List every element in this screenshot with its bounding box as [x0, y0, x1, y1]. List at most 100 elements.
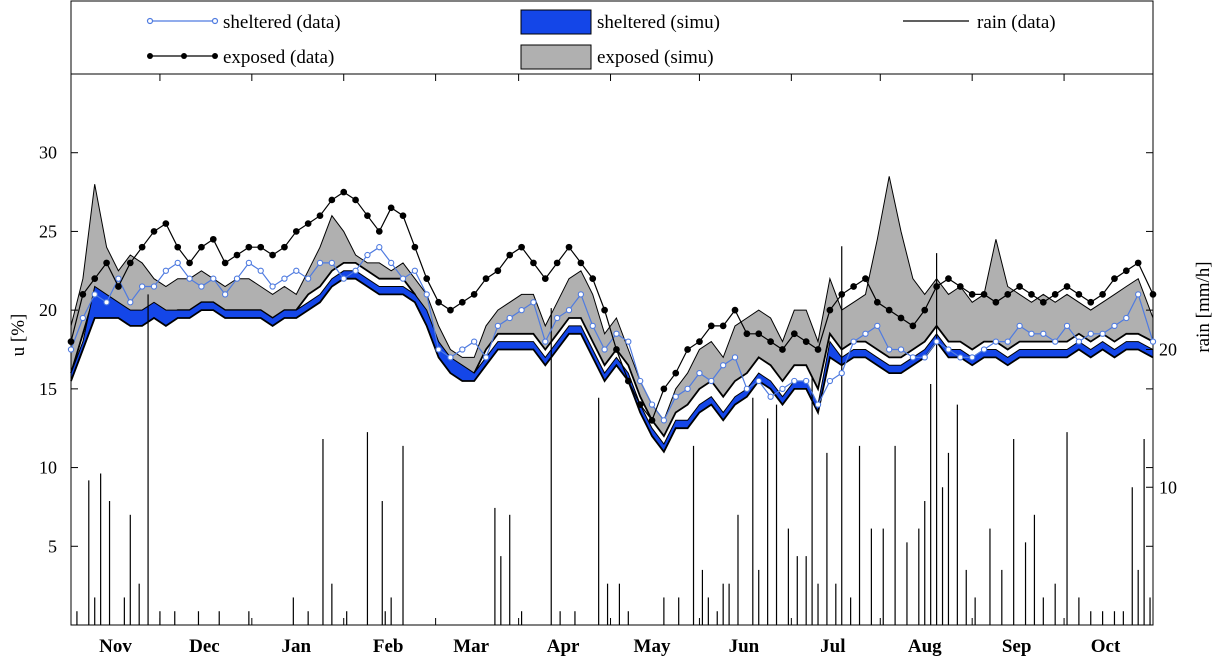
exposed-data-point	[328, 196, 336, 204]
exposed-data-point	[696, 338, 703, 345]
exposed-data-point	[162, 220, 170, 227]
sheltered-data-point	[210, 275, 217, 282]
sheltered-data-point	[91, 291, 98, 298]
simulation-bands	[70, 176, 1154, 454]
month-label: Jan	[282, 636, 312, 657]
month-label: Feb	[373, 636, 404, 657]
sheltered-data-point	[1040, 330, 1047, 337]
sheltered-data-point	[684, 385, 691, 393]
sheltered-data-point	[779, 385, 786, 393]
exposed-data-point	[921, 306, 929, 314]
exposed-data-point	[1028, 291, 1035, 298]
sheltered-data-point	[755, 377, 762, 385]
legend-entry-rain-data: rain (data)	[903, 12, 1056, 33]
rain-spikes	[76, 246, 1151, 625]
exposed-data-point	[352, 196, 359, 204]
sheltered-data-point	[245, 259, 253, 267]
sheltered-data-point	[1004, 338, 1011, 345]
exposed-data-point	[826, 306, 834, 314]
sheltered-data-point	[945, 346, 952, 353]
sheltered-data-point	[648, 401, 656, 408]
exposed-data-point	[790, 330, 798, 338]
month-label: Jul	[820, 636, 845, 657]
exposed-data-point	[316, 212, 324, 220]
sheltered-data-point	[364, 251, 371, 259]
sheltered-data-point	[518, 306, 525, 314]
exposed-data-point	[755, 330, 763, 338]
sheltered-data-point	[1052, 338, 1059, 345]
exposed-data-point	[719, 322, 727, 330]
month-label: Oct	[1091, 636, 1121, 657]
sheltered-data-point	[577, 291, 585, 298]
exposed-data-point	[245, 243, 253, 251]
exposed-data-point	[209, 235, 217, 243]
exposed-data-point	[767, 338, 774, 345]
exposed-data-point	[423, 275, 431, 283]
exposed-data-point	[435, 298, 442, 306]
exposed-data-point	[1111, 275, 1118, 283]
exposed-data-point	[577, 259, 585, 267]
y2-axis-title: rain [mm/h]	[1193, 261, 1214, 352]
sheltered-data-point	[1111, 322, 1118, 330]
exposed-data-point	[1063, 283, 1071, 290]
exposed-data-point	[565, 243, 573, 251]
exposed-data-point	[269, 251, 276, 259]
exposed-data-point	[198, 243, 205, 251]
sheltered-data-point	[625, 338, 632, 345]
sheltered-data-point	[435, 346, 442, 353]
month-label: Dec	[189, 636, 220, 657]
exposed-data-point	[885, 306, 893, 314]
month-label: Apr	[547, 636, 580, 657]
exposed-data-point	[814, 346, 822, 353]
exposed-data-point	[67, 338, 75, 345]
exposed-data-point	[494, 267, 502, 275]
sheltered-data-point	[767, 393, 774, 400]
exposed-data-point	[233, 251, 241, 259]
sheltered-data-point	[708, 377, 715, 385]
y-tick-label: 5	[48, 536, 57, 556]
sheltered-data-point	[980, 346, 988, 353]
sheltered-data-point	[1075, 338, 1083, 345]
exposed-data-point	[375, 228, 383, 235]
sheltered-data-point	[589, 322, 596, 330]
legend-label-exposed-simu: exposed (simu)	[597, 47, 714, 68]
sheltered-data-point	[601, 346, 608, 353]
y-tick-label: 25	[39, 221, 57, 241]
sheltered-data-point	[791, 377, 798, 385]
legend-label-sheltered-data: sheltered (data)	[223, 12, 341, 33]
month-label: Aug	[908, 636, 942, 657]
exposed-data-point	[340, 188, 348, 196]
exposed-data-point	[992, 298, 1000, 306]
sheltered-data-point	[565, 306, 573, 314]
sheltered-data-point	[482, 354, 490, 361]
sheltered-data-point	[127, 299, 134, 306]
exposed-data-point	[470, 291, 478, 298]
exposed-data-point	[530, 259, 537, 267]
legend-label-rain-data: rain (data)	[977, 12, 1056, 33]
sheltered-data-point	[376, 244, 383, 251]
month-label: Mar	[453, 636, 489, 657]
exposed-data-point	[980, 291, 988, 298]
exposed-data-point	[838, 291, 846, 298]
sheltered-data-point	[423, 291, 430, 298]
exposed-data-point	[221, 259, 229, 267]
sheltered-data-point	[447, 354, 454, 361]
exposed-data-point	[1087, 298, 1095, 306]
sheltered-data-point	[862, 330, 869, 337]
legend-label-sheltered-simu: sheltered (simu)	[597, 12, 720, 33]
sheltered-data-point	[1135, 291, 1142, 298]
exposed-data-point	[589, 275, 597, 283]
sheltered-data-point	[637, 377, 644, 385]
sheltered-data-point	[1099, 330, 1106, 337]
exposed-data-point	[387, 204, 395, 212]
sheltered-data-point	[1028, 330, 1035, 337]
exposed-data-point	[956, 283, 964, 290]
exposed-data-point	[779, 346, 786, 353]
sheltered-data-point	[150, 283, 158, 290]
exposed-data-point	[304, 220, 312, 227]
exposed-data-point	[897, 314, 905, 322]
sheltered-data-point	[388, 259, 395, 267]
sheltered-data-point	[720, 362, 727, 369]
sheltered-data-point	[103, 299, 110, 306]
exposed-data-point	[518, 243, 525, 251]
